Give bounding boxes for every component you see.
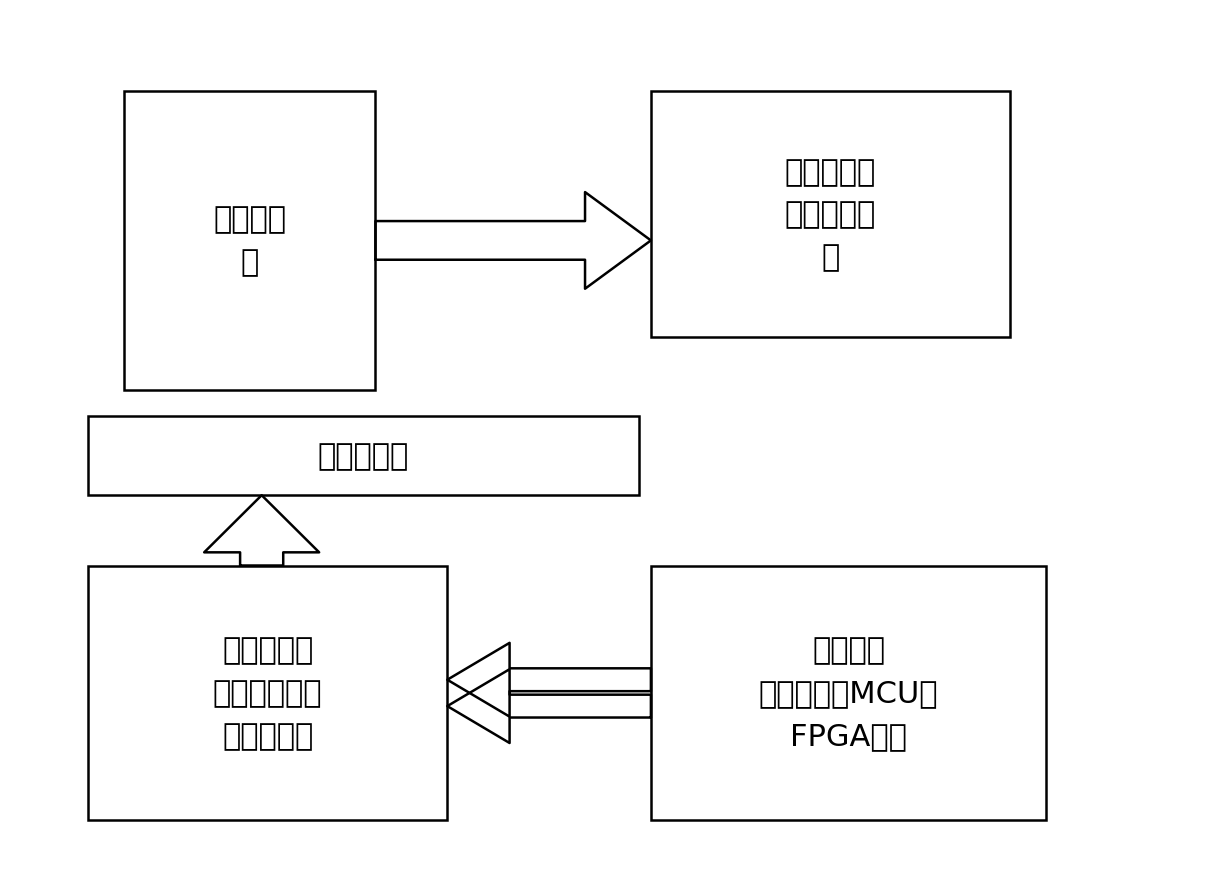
Text: 模拟线圈板: 模拟线圈板 [318, 442, 409, 470]
Text: 控制电路
（单片机、MCU、
FPGA等）: 控制电路 （单片机、MCU、 FPGA等） [759, 636, 938, 750]
Bar [124, 92, 375, 391]
Text: 传感器信号
采集分析电
路: 传感器信号 采集分析电 路 [785, 158, 877, 272]
Text: 开关控制器
（模拟开关、
继电器等）: 开关控制器 （模拟开关、 继电器等） [213, 636, 322, 750]
Bar [88, 566, 447, 820]
Bar [651, 92, 1011, 338]
Bar [651, 566, 1046, 820]
Text: 被测传感
器: 被测传感 器 [213, 206, 286, 277]
Bar [88, 416, 639, 495]
